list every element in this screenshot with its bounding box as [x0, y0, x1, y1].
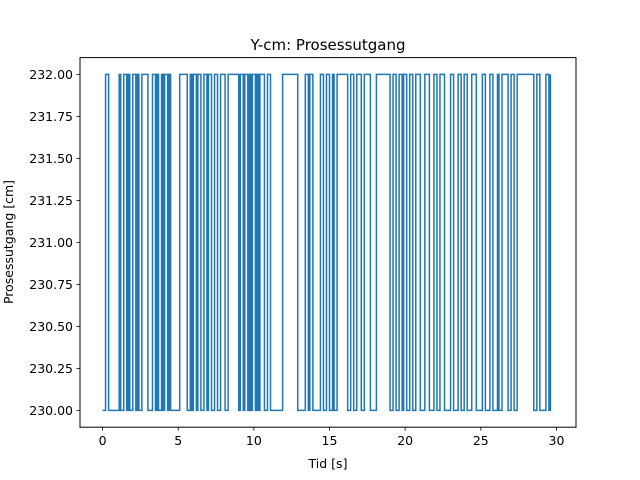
x-tick-label: 10 [246, 433, 262, 448]
x-tick-label: 30 [549, 433, 565, 448]
x-tick-label: 5 [174, 433, 182, 448]
y-tick-label: 230.50 [29, 319, 73, 334]
series-line [102, 73, 552, 412]
chart-title: Y-cm: Prosessutgang [249, 36, 405, 54]
y-tick-label: 230.00 [29, 403, 73, 418]
x-tick-label: 25 [473, 433, 489, 448]
x-tick-label: 20 [397, 433, 413, 448]
x-axis-label: Tid [s] [308, 456, 348, 471]
y-tick-label: 231.50 [29, 151, 73, 166]
x-tick-label: 15 [322, 433, 338, 448]
y-tick-label: 232.00 [29, 67, 73, 82]
y-tick-label: 230.75 [29, 277, 73, 292]
y-tick-label: 230.25 [29, 361, 73, 376]
y-axis: 230.00 230.25 230.50 230.75 231.00 231.25 231.… [29, 67, 80, 418]
x-tick-label: 0 [99, 433, 107, 448]
y-axis-label: Prosessutgang [cm] [1, 180, 16, 304]
y-tick-label: 231.00 [29, 235, 73, 250]
y-tick-label: 231.25 [29, 193, 73, 208]
x-axis: 0 5 10 15 20 25 30 [99, 427, 565, 448]
y-tick-label: 231.75 [29, 109, 73, 124]
plot-area [102, 73, 552, 412]
